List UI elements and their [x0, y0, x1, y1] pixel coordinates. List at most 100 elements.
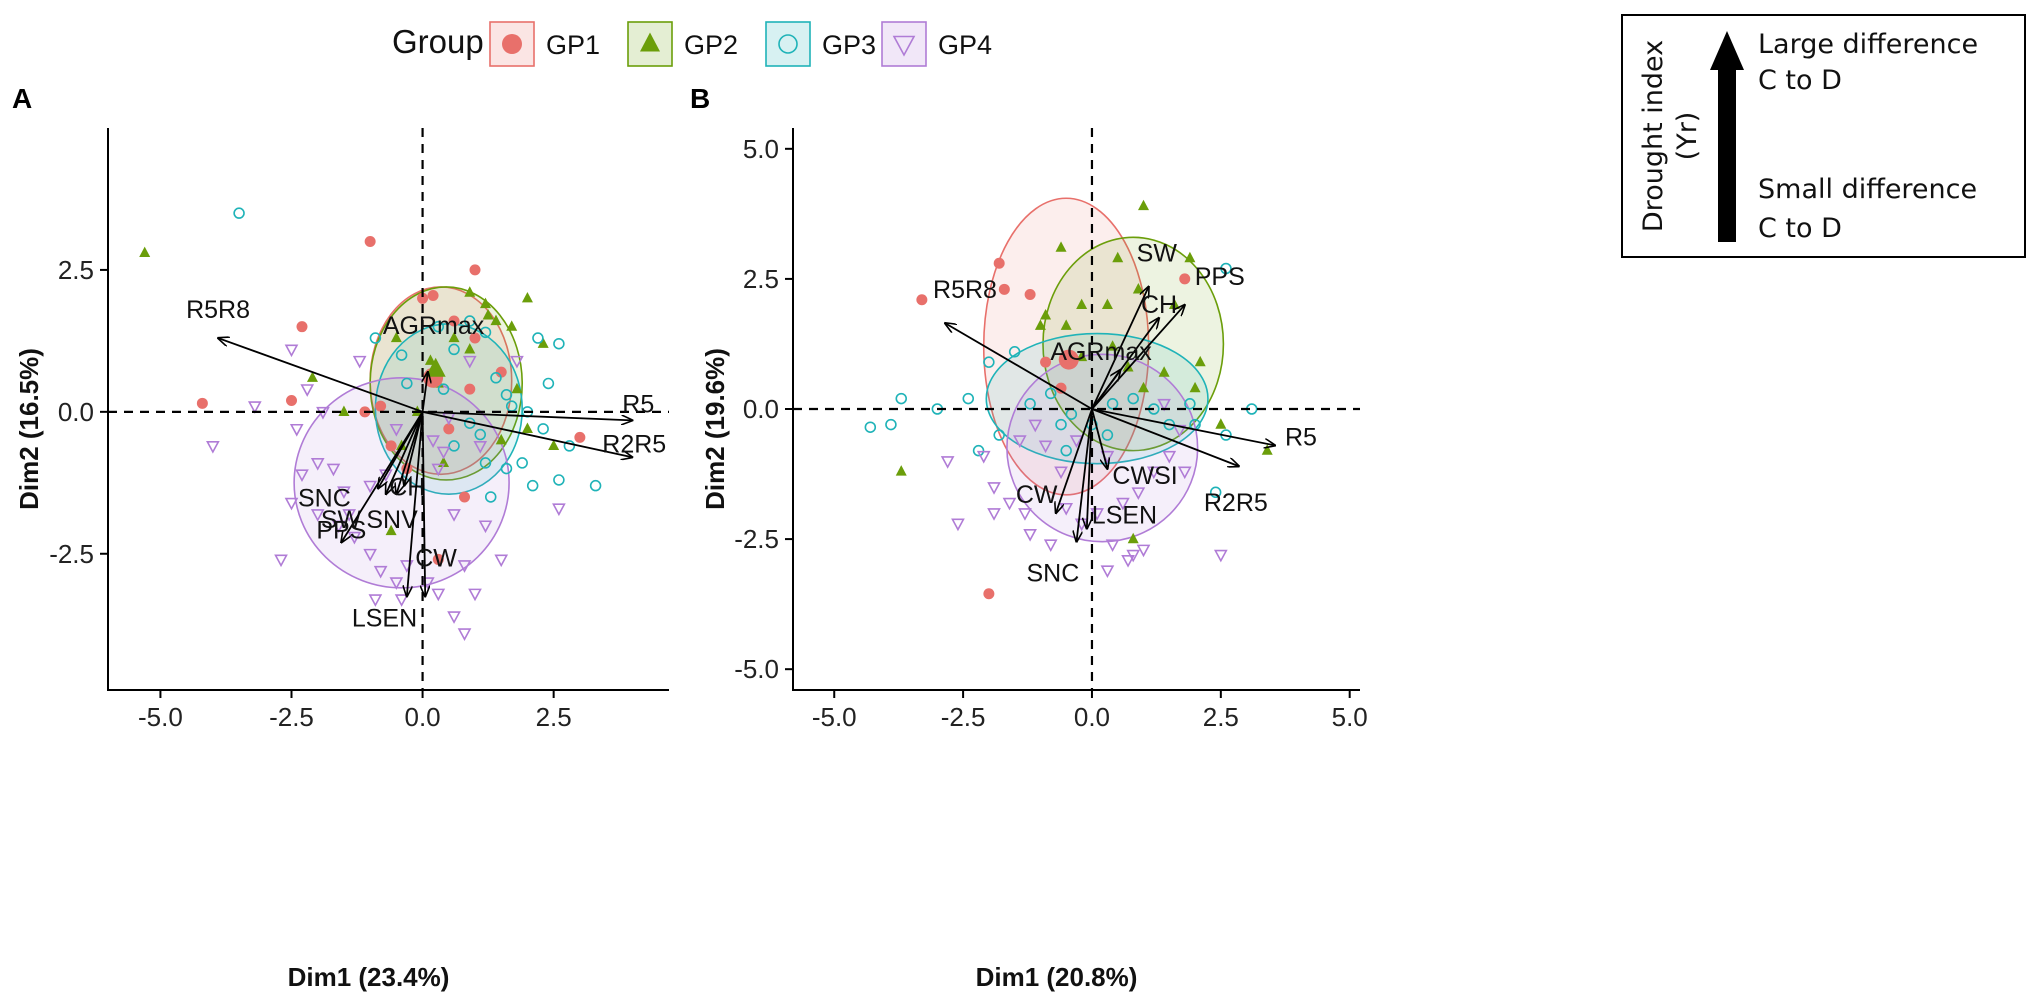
point-gp4 [1012, 435, 1027, 448]
loading-arrow-r5 [422, 410, 633, 421]
point-gp4 [976, 450, 991, 464]
variable-label-cw: CW [415, 544, 457, 572]
legend-key-gp3 [765, 21, 811, 67]
variable-label-cwsi: CWSI [1112, 462, 1177, 490]
legend-symbol-gp3 [778, 34, 798, 54]
y-axis-title: Dim2 (16.5%) [14, 348, 44, 510]
point-gp4 [462, 355, 477, 369]
point-gp2 [1122, 361, 1134, 372]
point-gp4 [1069, 435, 1084, 448]
point-gp3 [448, 440, 460, 452]
legend-key-gp4 [881, 21, 927, 67]
variable-label-snc: SNC [1027, 560, 1080, 588]
x-tick-label: -5.0 [812, 702, 857, 732]
variable-label-r5r8: R5R8 [933, 276, 997, 304]
point-gp2 [506, 320, 518, 331]
small-difference-line1: Small difference [1758, 174, 1977, 205]
point-gp2 [1076, 298, 1088, 310]
large-difference-line1: Large difference [1758, 29, 1978, 60]
loading-arrow-agrmax [423, 372, 428, 412]
point-gp4 [389, 423, 404, 437]
point-gp1 [464, 383, 476, 395]
point-gp2 [548, 439, 560, 451]
point-gp3 [1008, 346, 1021, 358]
point-gp4 [206, 440, 220, 454]
y-tick-label: 2.5 [58, 255, 94, 285]
variable-label-cw: CW [1016, 481, 1058, 509]
point-gp4 [431, 588, 446, 602]
legend-label-gp3: GP3 [822, 30, 876, 60]
point-gp3 [983, 356, 995, 368]
loading-arrow-r5r8 [218, 338, 423, 413]
legend: Group GP1 GP2 GP3 GP4 [392, 21, 992, 67]
point-gp2 [1107, 340, 1119, 351]
point-gp4 [363, 548, 377, 562]
legend-symbol-gp1 [502, 34, 522, 54]
point-gp4 [347, 531, 362, 545]
point-gp2 [1138, 381, 1150, 393]
point-gp3 [864, 421, 877, 433]
drought-arrow-up-icon [1710, 31, 1744, 70]
point-gp2 [521, 422, 533, 433]
drought-index-box: Drought index (Yr) Large difference C to… [1621, 14, 2026, 258]
point-gp1 [448, 315, 460, 327]
point-gp2 [390, 331, 402, 343]
axis-frame [792, 128, 1360, 691]
panel-label-b: B [690, 83, 710, 114]
x-axis-title: Dim1 (20.8%) [976, 962, 1138, 992]
point-gp2 [1101, 298, 1113, 310]
point-gp3 [885, 418, 897, 431]
point-gp4 [447, 611, 461, 624]
point-gp4 [1121, 554, 1135, 568]
point-gp3 [553, 474, 565, 486]
point-gp3 [516, 457, 528, 469]
point-gp1 [432, 553, 444, 565]
drought-index-axis-title: Drought index [1638, 40, 1669, 232]
confidence-ellipse-gp2 [1042, 236, 1225, 452]
point-gp4 [426, 435, 440, 448]
variable-label-lsen: LSEN [1092, 502, 1157, 530]
point-gp3 [233, 207, 245, 219]
point-gp2 [1127, 532, 1139, 544]
point-gp2 [895, 465, 907, 476]
point-gp3 [895, 392, 907, 405]
loading-arrow-r2r5 [422, 410, 633, 457]
point-gp3 [1044, 387, 1057, 400]
point-gp4 [478, 520, 493, 534]
point-gp4 [310, 509, 325, 522]
loading-arrow-ch [404, 411, 424, 486]
point-gp4 [1162, 450, 1177, 464]
x-tick-label: 0.0 [405, 702, 441, 732]
panel-b: B SW PPS R5R8 CH AGRmax R5 R2R5 CWSI CW LSEN SNC -5.… [690, 83, 1368, 992]
legend-symbol-gp4 [892, 35, 916, 57]
variable-label-ch: CH [389, 474, 425, 502]
point-gp1 [443, 423, 455, 435]
point-gp2 [139, 246, 151, 258]
variable-label-r5: R5 [1285, 423, 1317, 451]
x-tick-label: -2.5 [269, 702, 314, 732]
point-gp1 [916, 294, 928, 306]
point-gp4 [447, 509, 461, 522]
loading-arrow-lsen [1087, 408, 1093, 529]
point-gp4 [1177, 466, 1192, 480]
point-gp2 [448, 331, 460, 343]
point-gp4 [1002, 497, 1017, 511]
point-gp3 [537, 423, 549, 435]
point-gp4 [1213, 549, 1228, 563]
point-gp2 [1189, 381, 1201, 393]
point-gp4 [247, 401, 262, 414]
point-gp3 [962, 392, 975, 405]
variable-label-r5r8: R5R8 [186, 296, 250, 324]
point-gp3 [464, 315, 476, 327]
loading-arrow-snc [1077, 408, 1093, 542]
point-gp1 [296, 321, 308, 333]
x-tick-label: 0.0 [1074, 702, 1110, 732]
legend-symbol-gp2 [640, 32, 660, 52]
variable-label-snc: SNC [298, 484, 351, 512]
point-gp4 [1023, 528, 1037, 542]
point-gp4 [1090, 508, 1104, 521]
point-gp4 [1043, 539, 1058, 553]
point-gp1 [574, 431, 586, 443]
x-tick-label: -5.0 [138, 702, 183, 732]
